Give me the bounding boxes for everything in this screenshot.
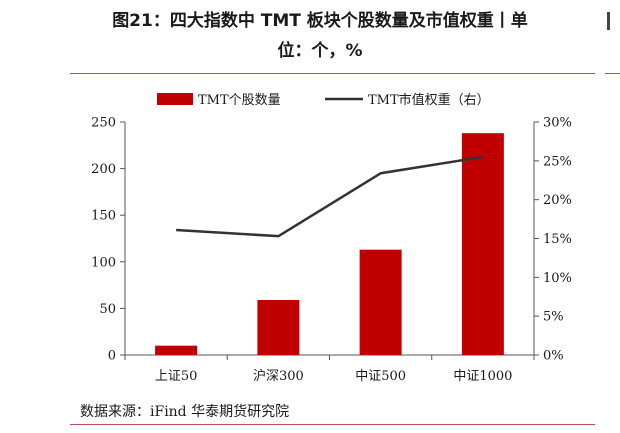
adjacent-page-marker bbox=[607, 12, 610, 30]
adjacent-divider bbox=[605, 73, 620, 74]
line-series bbox=[176, 155, 484, 238]
left-tick-label: 50 bbox=[99, 302, 116, 317]
right-tick-label: 0% bbox=[543, 349, 564, 364]
left-tick-label: 250 bbox=[91, 116, 116, 131]
title-divider bbox=[70, 73, 595, 74]
x-tick-label: 沪深300 bbox=[253, 368, 304, 384]
chart-title: 图21：四大指数中 TMT 板块个股数量及市值权重丨单 位：个，% bbox=[60, 6, 580, 66]
bar bbox=[257, 300, 300, 355]
source-divider bbox=[70, 424, 595, 425]
right-tick-label: 30% bbox=[543, 116, 572, 131]
legend-label-bar: TMT个股数量 bbox=[198, 93, 281, 108]
right-tick-label: 10% bbox=[543, 271, 572, 286]
legend-label-line: TMT市值权重（右） bbox=[368, 92, 490, 108]
legend: TMT个股数量 TMT市值权重（右） bbox=[157, 92, 490, 108]
title-line-2: 位：个，% bbox=[277, 41, 363, 61]
right-tick-label: 15% bbox=[543, 232, 572, 247]
left-tick-label: 100 bbox=[91, 255, 116, 270]
bar-series bbox=[155, 133, 504, 355]
axes: 0 50 100 150 200 250 0% 5% 10% 15% 20% 25% 30% 上证50 沪深… bbox=[91, 116, 572, 385]
x-tick-label: 中证500 bbox=[355, 369, 406, 384]
bar bbox=[155, 345, 198, 355]
left-tick-label: 0 bbox=[108, 349, 116, 364]
legend-swatch-bar bbox=[157, 93, 193, 105]
x-tick-label: 中证1000 bbox=[453, 369, 512, 384]
weight-line bbox=[176, 155, 484, 238]
left-tick-label: 150 bbox=[91, 209, 116, 224]
bar bbox=[359, 249, 402, 355]
right-tick-label: 25% bbox=[543, 154, 572, 169]
right-tick-label: 5% bbox=[543, 310, 564, 325]
x-tick-label: 上证50 bbox=[155, 369, 198, 384]
source-note: 数据来源：iFind 华泰期货研究院 bbox=[80, 404, 290, 420]
right-tick-label: 20% bbox=[543, 193, 572, 208]
bar bbox=[461, 133, 504, 355]
left-tick-label: 200 bbox=[91, 162, 116, 177]
title-line-1: 图21：四大指数中 TMT 板块个股数量及市值权重丨单 bbox=[112, 11, 528, 31]
